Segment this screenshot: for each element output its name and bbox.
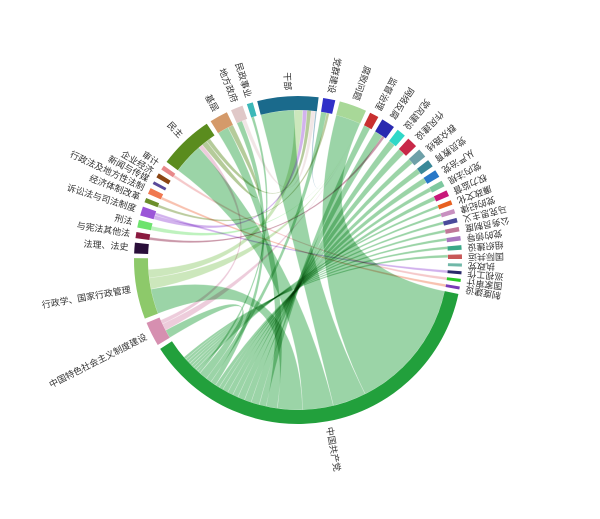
chord-group-arc: [446, 235, 461, 243]
chord-group-arc: [447, 270, 462, 275]
chord-group-arc: [375, 119, 394, 139]
chord-group-label: 行政学、国家行政管理: [41, 284, 132, 312]
chord-group-arc: [134, 258, 158, 319]
chord-group-arc: [336, 101, 366, 124]
chord-group-label: 基层: [202, 92, 221, 114]
chord-ribbon: [311, 110, 361, 190]
chord-group-arc: [447, 263, 462, 267]
chord-group-arc: [257, 96, 319, 115]
ribbon-layer: [147, 109, 449, 411]
chord-group-arc: [444, 226, 460, 234]
chord-group-arc: [408, 149, 426, 166]
chord-ribbon: [160, 144, 243, 325]
chord-group-arc: [144, 197, 160, 208]
chord-group-label: 国际共运: [468, 250, 504, 262]
chord-group-arc: [140, 206, 157, 220]
chord-group-arc: [389, 129, 405, 147]
chord-group-arc: [161, 165, 176, 178]
chord-ribbon: [157, 112, 330, 222]
chord-group-arc: [437, 200, 453, 210]
chord-group-arc: [321, 97, 336, 114]
chord-group-label: 巡视工作: [467, 268, 504, 283]
arc-layer: [134, 96, 462, 424]
chord-ribbon: [183, 254, 449, 360]
chord-group-arc: [152, 181, 167, 191]
chord-group-arc: [429, 180, 445, 193]
chord-ribbon: [160, 196, 447, 288]
chord-group-label: 干部: [281, 72, 294, 91]
chord-group-arc: [445, 284, 460, 290]
chord-ribbon: [154, 212, 448, 274]
chord-group-label: 执政党: [468, 260, 495, 273]
chord-group-arc: [166, 123, 215, 171]
chord-ribbon: [147, 109, 304, 279]
chord-group-arc: [147, 188, 164, 200]
chord-ribbon: [150, 123, 361, 236]
chord-group-label: 中国特色社会主义制度建设: [47, 331, 149, 391]
chord-group-arc: [423, 170, 440, 184]
chord-group-arc: [442, 217, 458, 226]
chord-group-arc: [398, 138, 417, 156]
chord-group-arc: [440, 209, 456, 218]
chord-group-arc: [134, 242, 149, 255]
chord-group-arc: [417, 160, 433, 175]
chord-group-label: 民主: [165, 119, 186, 140]
chord-group-arc: [446, 277, 461, 282]
chord-group-arc: [156, 173, 171, 185]
chord-ribbon: [215, 195, 436, 388]
chord-group-label: 党群建设: [325, 57, 344, 95]
chord-group-label: 组织建设: [467, 239, 504, 254]
chord-group-arc: [246, 102, 257, 118]
chord-group-label: 腐败问题: [350, 64, 373, 102]
chord-ribbon: [241, 110, 316, 189]
chord-group-label: 中国共产党: [323, 426, 343, 472]
chord-group-arc: [363, 112, 379, 130]
chord-group-arc: [447, 254, 462, 260]
chord-group-arc: [433, 190, 450, 202]
chord-group-label: 刑法: [113, 212, 133, 228]
chord-group-arc: [160, 291, 459, 424]
chord-ribbon: [172, 174, 448, 281]
chord-group-arc: [146, 317, 170, 345]
chord-group-arc: [137, 219, 153, 231]
chord-group-arc: [210, 112, 233, 134]
chord-group-arc: [231, 105, 248, 124]
chord-group-label: 法理、法史: [83, 238, 129, 253]
chord-group-arc: [135, 231, 151, 240]
chord-group-arc: [447, 245, 462, 251]
